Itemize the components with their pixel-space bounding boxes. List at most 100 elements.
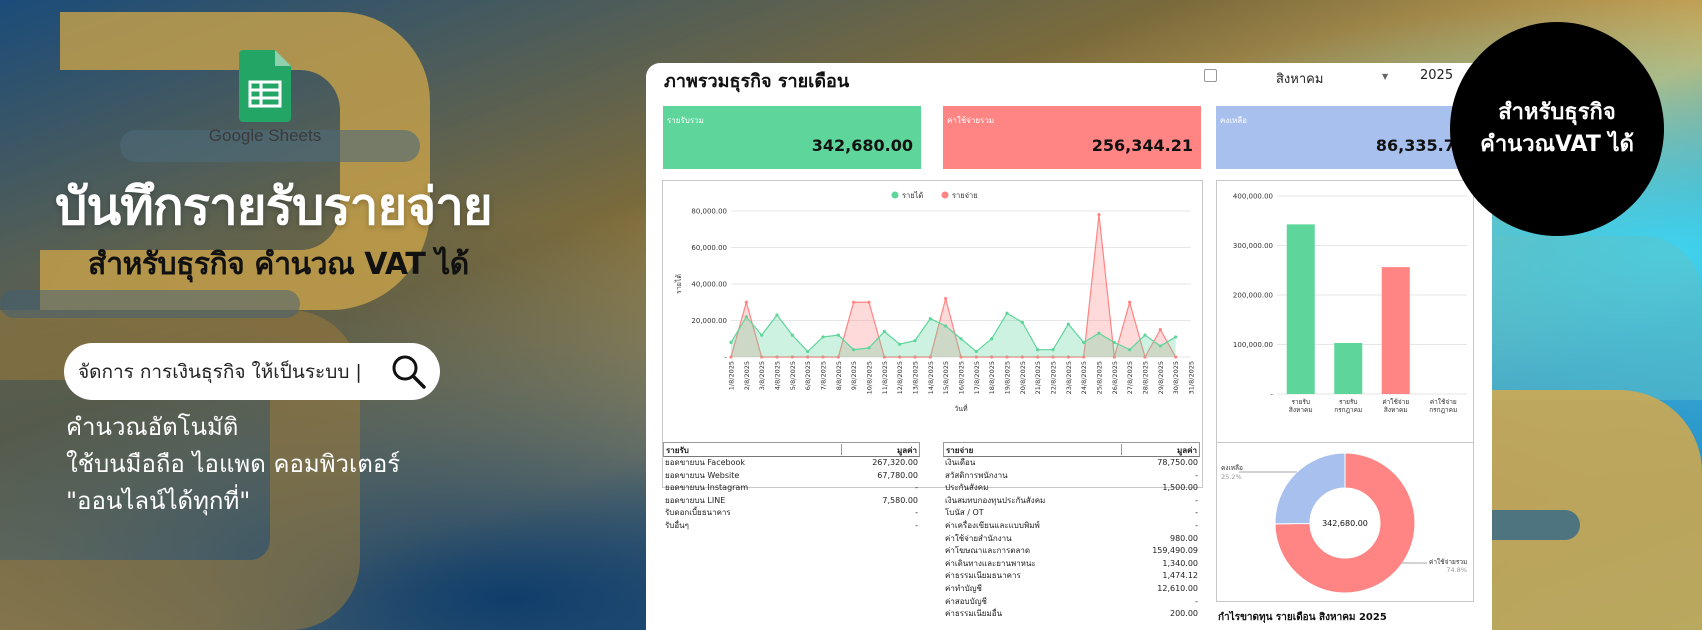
- x-tick-label: 27/8/2025: [1126, 361, 1134, 394]
- expense-row-value: -: [1195, 495, 1198, 505]
- expense-row-label: ค่าโฆษณาและการตลาด: [945, 546, 1031, 556]
- chevron-down-icon[interactable]: ▼: [1382, 72, 1389, 81]
- expense-row: ค่าทำบัญชี 12,610.00: [943, 583, 1200, 596]
- expense-row: ค่าโฆษณาและการตลาด 159,490.09: [943, 545, 1200, 558]
- data-point: [1158, 344, 1162, 348]
- bar-category-label: ค่าใช้จ่าย: [1430, 398, 1457, 406]
- expense-row-value: -: [1195, 470, 1198, 480]
- data-point: [928, 355, 932, 359]
- data-point: [974, 355, 978, 359]
- data-point: [944, 324, 948, 328]
- expense-row-value: 980.00: [1170, 533, 1198, 543]
- expense-col-label: รายจ่าย: [946, 444, 1122, 455]
- data-point: [806, 349, 810, 354]
- search-bar[interactable]: จัดการ การเงินธุรกิจ ให้เป็นระบบ |: [64, 343, 440, 400]
- x-tick-label: 2/8/2025: [743, 361, 751, 390]
- expense-row-label: ค่าสอบบัญชี: [945, 596, 987, 606]
- data-point: [760, 333, 764, 337]
- subheadline: สำหรับธุรกิจ คำนวณ VAT ได้: [88, 247, 469, 282]
- expense-row-value: 1,500.00: [1162, 483, 1198, 493]
- data-point: [867, 300, 871, 304]
- feature-line-1: คำนวณอัตโนมัติ: [66, 413, 239, 441]
- expense-row-label: ประกันสังคม: [945, 483, 989, 493]
- bar-category-label: กรกฎาคม: [1429, 406, 1457, 414]
- expense-row: ค่าเดินทางและยานพาหนะ 1,340.00: [943, 558, 1200, 571]
- income-row-value: 7,580.00: [882, 495, 918, 505]
- feature-line-2: ใช้บนมือถือ ไอแพด คอมพิวเตอร์: [66, 450, 401, 478]
- income-row-label: ยอดขายบน Instagram: [665, 483, 749, 493]
- x-tick-label: 23/8/2025: [1065, 361, 1073, 394]
- income-row-value: -: [915, 508, 918, 518]
- income-row-value: -: [915, 483, 918, 493]
- data-point: [821, 335, 825, 339]
- x-tick-label: 5/8/2025: [789, 361, 797, 390]
- headline: บันทึกรายรับรายจ่าย: [55, 178, 493, 237]
- donut-pct-balance: 25.2%: [1221, 473, 1242, 481]
- x-tick-label: 12/8/2025: [896, 361, 904, 394]
- income-row: ยอดขายบน Website 67,780.00: [663, 470, 920, 483]
- data-point: [898, 355, 902, 359]
- data-point: [852, 348, 856, 352]
- donut-pct-expense: 74.8%: [1446, 566, 1467, 574]
- data-point: [867, 346, 871, 350]
- kpi-income-value: 342,680.00: [811, 136, 913, 155]
- expense-row: โบนัส / OT -: [943, 507, 1200, 520]
- data-point: [913, 355, 917, 359]
- income-table: รายรับ มูลค่า ยอดขายบน Facebook 267,320.0…: [663, 442, 920, 533]
- expense-row: ค่าธรรมเนียมธนาคาร 1,474.12: [943, 570, 1200, 583]
- expense-row: ค่าเครื่องเขียนและแบบพิมพ์ -: [943, 520, 1200, 533]
- data-point: [1020, 320, 1024, 324]
- data-point: [882, 329, 886, 334]
- expense-row-label: ค่าธรรมเนียมธนาคาร: [945, 571, 1021, 581]
- month-select[interactable]: สิงหาคม: [1276, 72, 1324, 87]
- data-point: [1097, 331, 1101, 335]
- y-tick-label: 400,000.00: [1233, 193, 1273, 201]
- kpi-expense-value: 256,344.21: [1091, 136, 1193, 155]
- x-tick-label: 4/8/2025: [774, 361, 782, 390]
- x-tick-label: 14/8/2025: [927, 361, 935, 394]
- bar-category-label: ค่าใช้จ่าย: [1382, 398, 1409, 406]
- expense-row-value: 200.00: [1170, 609, 1198, 619]
- y-tick-label: -: [724, 354, 727, 362]
- kpi-income-label: รายรับรวม: [667, 116, 704, 125]
- expense-row: ค่าธรรมเนียมอื่น 200.00: [943, 608, 1200, 621]
- search-icon[interactable]: [388, 351, 430, 393]
- data-point: [1066, 322, 1070, 326]
- x-tick-label: 20/8/2025: [1019, 361, 1027, 394]
- data-point: [882, 355, 886, 359]
- expense-row-value: 78,750.00: [1157, 458, 1198, 467]
- data-point: [1051, 348, 1055, 352]
- dashboard-card: ภาพรวมธุรกิจ รายเดือน สิงหาคม ▼ 2025 ราย…: [646, 63, 1492, 630]
- x-tick-label: 6/8/2025: [804, 361, 812, 390]
- year-select[interactable]: 2025: [1420, 68, 1454, 83]
- data-point: [821, 355, 825, 359]
- x-tick-label: 21/8/2025: [1034, 361, 1042, 394]
- x-tick-label: 1/8/2025: [728, 361, 736, 390]
- expense-row-label: เงินเดือน: [945, 458, 976, 467]
- kpi-expense: ค่าใช้จ่ายรวม 256,344.21: [943, 106, 1201, 169]
- data-point: [1128, 300, 1132, 304]
- x-tick-label: 17/8/2025: [973, 361, 981, 394]
- data-point: [760, 355, 764, 359]
- x-axis-label: วันที่: [954, 404, 968, 413]
- logo-text: Google Sheets: [208, 126, 322, 145]
- donut-panel: 342,680.00 ค่าใช้จ่ายรวม 74.8% คงเหลือ 25.2%: [1216, 442, 1474, 602]
- data-point: [1143, 333, 1147, 337]
- data-point: [744, 300, 748, 304]
- bar-category-label: สิงหาคม: [1289, 406, 1313, 414]
- expense-row-label: ค่าใช้จ่ายสำนักงาน: [945, 533, 1012, 543]
- badge-line-1: สำหรับธุรกิจ: [1498, 100, 1616, 125]
- data-point: [974, 349, 978, 354]
- data-point: [928, 317, 932, 321]
- y-tick-label: 40,000.00: [691, 281, 727, 289]
- series-line-1: [730, 214, 1177, 359]
- bar-category-label: รายรับ: [1339, 398, 1358, 406]
- income-row: รับดอกเบี้ยธนาคาร -: [663, 507, 920, 520]
- kpi-balance-label: คงเหลือ: [1220, 116, 1247, 125]
- data-point: [775, 313, 779, 317]
- data-point: [790, 355, 794, 359]
- data-point: [1097, 213, 1101, 217]
- income-row: รับอื่นๆ -: [663, 520, 920, 533]
- feature-line-3: "ออนไลน์ได้ทุกที่": [66, 487, 251, 515]
- expense-row-label: ค่าทำบัญชี: [945, 583, 982, 593]
